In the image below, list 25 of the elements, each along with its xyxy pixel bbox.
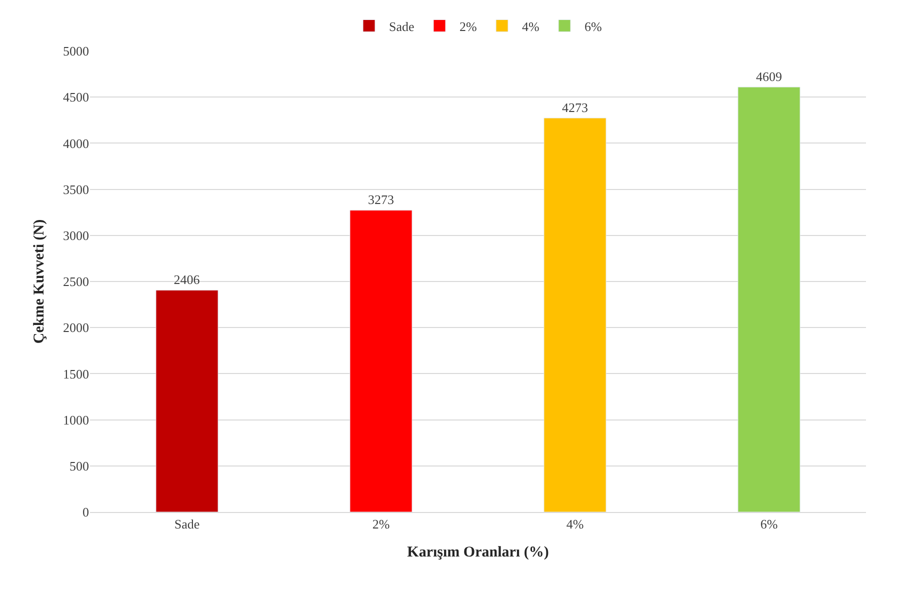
legend-label: 4% bbox=[522, 18, 540, 34]
y-tick-label: 2500 bbox=[63, 274, 89, 290]
y-tick-label: 500 bbox=[70, 458, 89, 474]
data-label: 4609 bbox=[756, 69, 782, 84]
y-tick-label: 0 bbox=[82, 504, 89, 520]
y-tick-label: 4500 bbox=[63, 90, 89, 105]
x-tick-label: Sade bbox=[174, 516, 200, 532]
x-axis-title: Karışım Oranları (%) bbox=[407, 544, 549, 561]
data-label: 3273 bbox=[368, 192, 394, 208]
x-tick-label: 2% bbox=[372, 516, 390, 532]
x-tick-label: 4% bbox=[566, 516, 584, 532]
legend-label: Sade bbox=[389, 18, 414, 34]
data-label: 2406 bbox=[174, 272, 200, 288]
y-axis-title: Çekme Kuvveti (N) bbox=[31, 219, 48, 344]
legend-label: 2% bbox=[460, 18, 477, 34]
y-tick-label: 3500 bbox=[63, 182, 89, 197]
x-tick-label: 6% bbox=[760, 516, 778, 532]
y-tick-label: 2000 bbox=[63, 320, 89, 336]
y-tick-label: 3000 bbox=[63, 228, 89, 243]
data-label: 4273 bbox=[562, 100, 588, 116]
y-tick-label: 1500 bbox=[63, 366, 89, 382]
legend-label: 6% bbox=[584, 18, 602, 34]
y-tick-label: 5000 bbox=[63, 44, 89, 59]
y-tick-label: 1000 bbox=[63, 412, 89, 428]
y-tick-label: 4000 bbox=[63, 136, 89, 151]
